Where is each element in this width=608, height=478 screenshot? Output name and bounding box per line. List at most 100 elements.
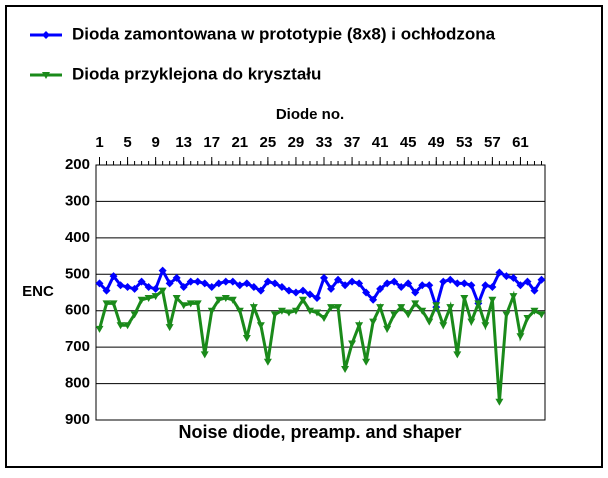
point — [320, 273, 329, 282]
x-tick-label: 57 — [484, 134, 501, 151]
point — [242, 335, 251, 343]
point — [116, 322, 125, 330]
point — [235, 281, 244, 290]
point — [116, 281, 125, 290]
point — [214, 279, 223, 288]
x-tick-label: 13 — [175, 134, 192, 151]
legend-marker — [42, 31, 50, 39]
point — [467, 318, 476, 326]
point — [411, 288, 420, 297]
point — [404, 279, 413, 288]
point — [516, 281, 525, 290]
point — [537, 311, 546, 319]
x-tick-label: 1 — [95, 134, 103, 151]
point — [263, 358, 272, 366]
y-tick-label: 600 — [65, 302, 90, 319]
point — [530, 286, 539, 295]
plot-area — [95, 164, 546, 421]
point — [481, 322, 490, 330]
point — [327, 284, 336, 293]
point — [446, 304, 455, 312]
x-tick-label: 17 — [203, 134, 220, 151]
point — [144, 283, 153, 292]
point — [397, 304, 406, 312]
point — [221, 277, 230, 286]
legend-label: Dioda przyklejona do kryształu — [72, 64, 321, 83]
point — [432, 302, 441, 310]
point — [305, 290, 314, 299]
point — [488, 283, 497, 292]
point — [418, 307, 427, 315]
point — [369, 295, 378, 304]
point — [109, 272, 118, 281]
point — [383, 279, 392, 288]
point — [446, 275, 455, 284]
point — [305, 307, 314, 315]
point — [460, 279, 469, 288]
point — [509, 273, 518, 282]
x-tick-label: 53 — [456, 134, 473, 151]
point — [341, 281, 350, 290]
point — [102, 300, 111, 308]
point — [355, 279, 364, 288]
point — [137, 296, 146, 304]
point — [390, 311, 399, 319]
point — [172, 273, 181, 282]
point — [523, 315, 532, 322]
point — [158, 266, 167, 275]
point — [537, 275, 546, 284]
point — [193, 300, 202, 308]
point — [312, 293, 321, 302]
y-tick-label: 200 — [65, 156, 90, 173]
chart-title: Noise diode, preamp. and shaper — [178, 422, 461, 442]
point — [277, 307, 286, 315]
point — [334, 304, 343, 312]
point — [439, 277, 448, 286]
point — [425, 281, 434, 290]
x-tick-label: 5 — [123, 134, 131, 151]
point — [291, 288, 300, 297]
point — [228, 277, 237, 286]
legend-marker — [42, 72, 50, 79]
point — [249, 283, 258, 292]
point — [362, 358, 371, 366]
point — [109, 300, 118, 308]
y-tick-label: 900 — [65, 411, 90, 428]
point — [362, 288, 371, 297]
point — [348, 340, 357, 348]
point — [130, 311, 139, 319]
point — [509, 293, 518, 301]
point — [355, 322, 364, 330]
point — [467, 281, 476, 290]
x-tick-label: 49 — [428, 134, 445, 151]
point — [369, 318, 378, 326]
point — [516, 333, 525, 341]
point — [390, 277, 399, 286]
point — [165, 279, 174, 288]
point — [298, 286, 307, 295]
x-tick-label: 61 — [512, 134, 529, 151]
y-axis-label: ENC — [22, 283, 54, 300]
point — [235, 307, 244, 315]
point — [277, 283, 286, 292]
point — [284, 286, 293, 295]
point — [151, 284, 160, 293]
x-axis-label: Diode no. — [276, 106, 344, 123]
point — [460, 294, 469, 302]
y-tick-label: 500 — [65, 265, 90, 282]
x-tick-label: 29 — [288, 134, 305, 151]
point — [207, 283, 216, 292]
point — [193, 277, 202, 286]
point — [95, 325, 104, 333]
y-tick-label: 300 — [65, 192, 90, 209]
point — [418, 281, 427, 290]
point — [376, 304, 385, 312]
point — [348, 277, 357, 286]
point — [270, 279, 279, 288]
point — [530, 307, 539, 315]
point — [488, 296, 497, 304]
point — [341, 366, 350, 373]
point — [327, 304, 336, 312]
x-tick-label: 9 — [151, 134, 159, 151]
point — [214, 296, 223, 304]
